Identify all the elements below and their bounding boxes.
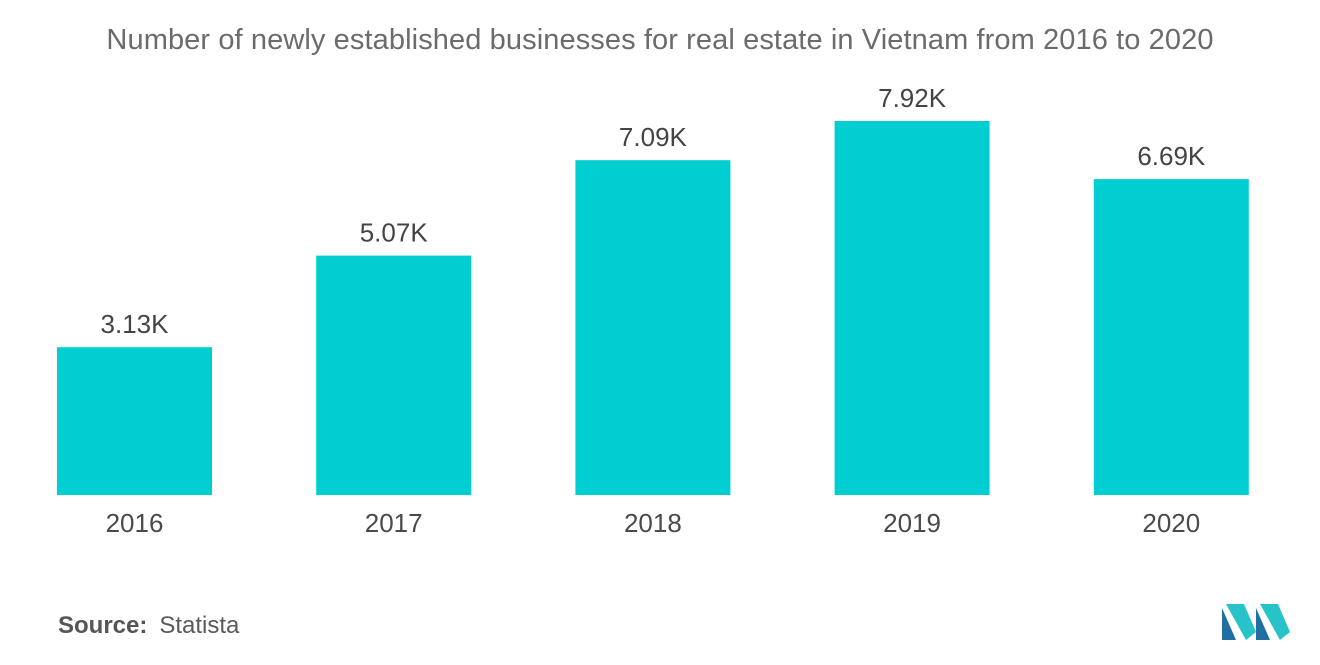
source-value: Statista bbox=[159, 612, 240, 639]
mordor-intelligence-logo-icon bbox=[1222, 604, 1290, 640]
bar-2019 bbox=[834, 121, 990, 495]
bar-2020 bbox=[1093, 179, 1249, 495]
data-label-2019: 7.92K bbox=[878, 83, 947, 113]
data-label-2017: 5.07K bbox=[360, 218, 429, 248]
data-labels-group: 3.13K 5.07K 7.09K 7.92K 6.69K bbox=[101, 83, 1206, 339]
x-tick-label-2018: 2018 bbox=[624, 508, 682, 538]
x-tick-label-2020: 2020 bbox=[1142, 508, 1200, 538]
data-label-2016: 3.13K bbox=[101, 309, 170, 339]
source-note: Source: Statista bbox=[58, 612, 239, 640]
bar-2017 bbox=[316, 255, 472, 495]
data-label-2018: 7.09K bbox=[619, 122, 688, 152]
x-tick-labels-group: 2016 2017 2018 2019 2020 bbox=[106, 508, 1201, 538]
x-tick-label-2016: 2016 bbox=[106, 508, 164, 538]
x-tick-label-2019: 2019 bbox=[883, 508, 941, 538]
bars-group bbox=[57, 121, 1249, 495]
bar-2016 bbox=[57, 347, 212, 495]
data-label-2020: 6.69K bbox=[1137, 141, 1206, 171]
chart-title: Number of newly established businesses f… bbox=[106, 24, 1214, 56]
source-label: Source: bbox=[58, 612, 148, 639]
bar-2018 bbox=[575, 160, 731, 495]
x-tick-label-2017: 2017 bbox=[365, 508, 423, 538]
